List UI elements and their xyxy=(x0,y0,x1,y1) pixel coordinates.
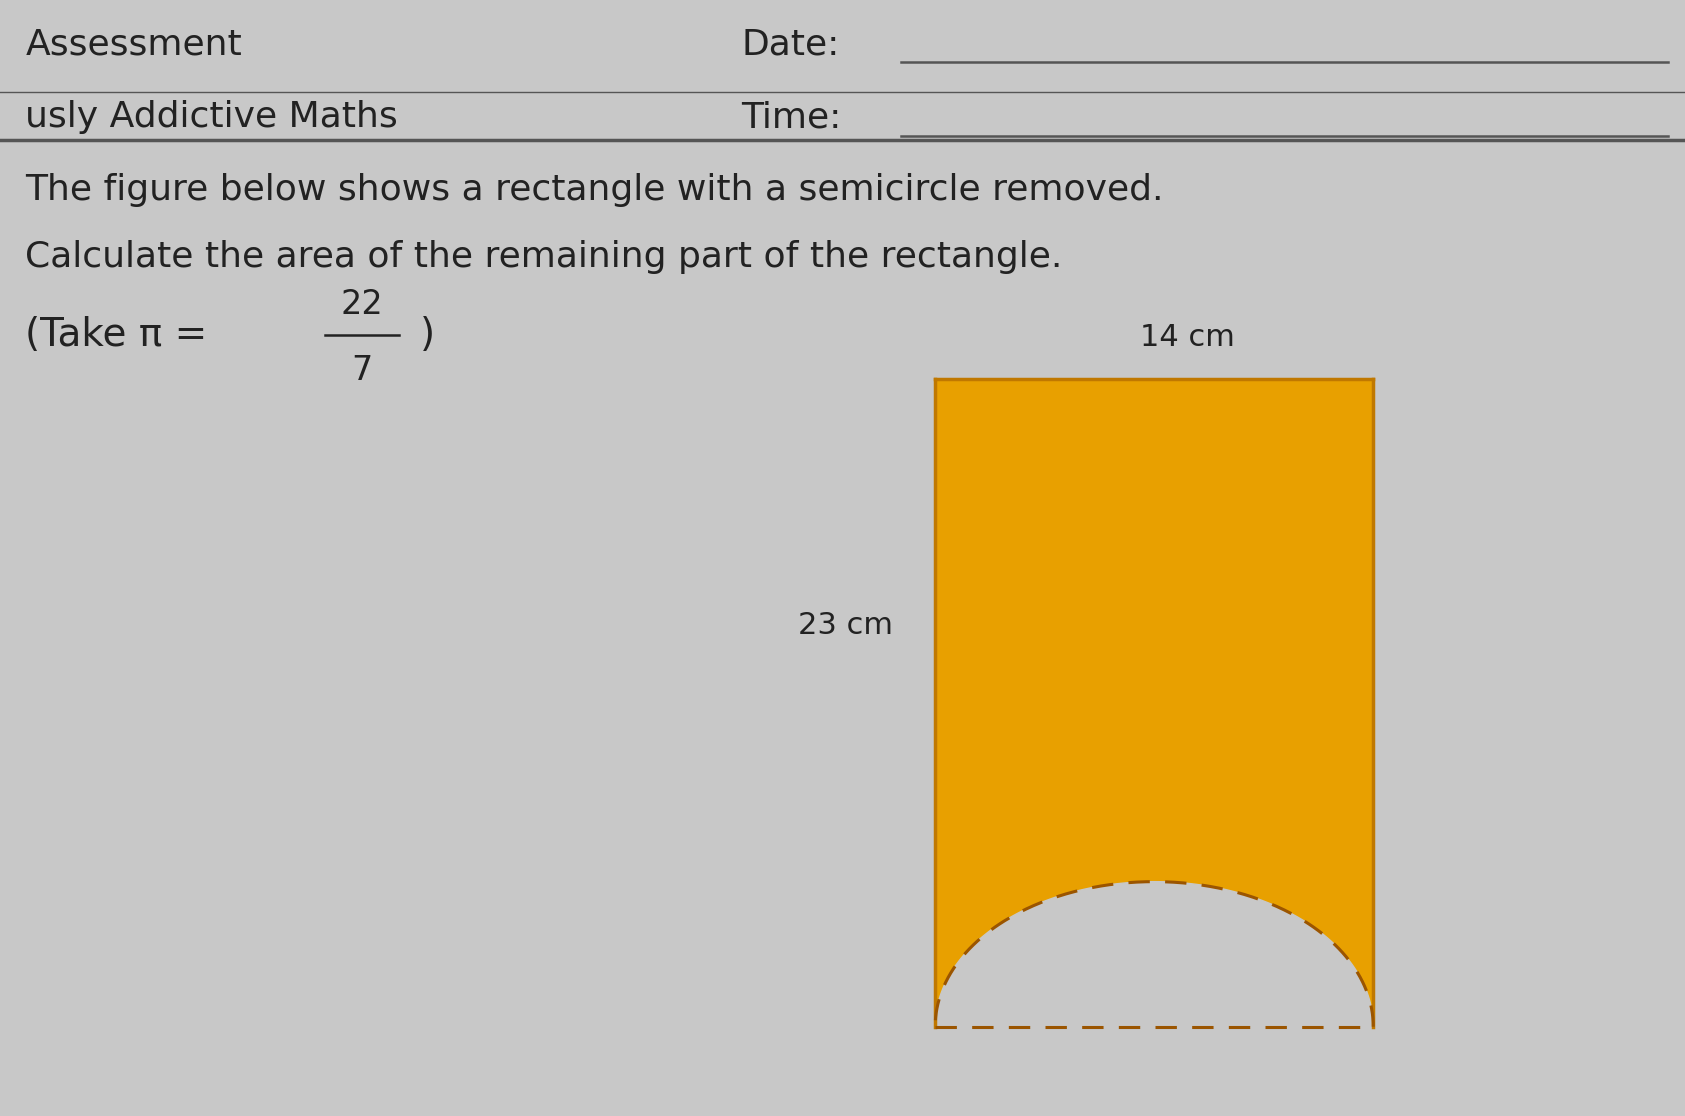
Text: The figure below shows a rectangle with a semicircle removed.: The figure below shows a rectangle with … xyxy=(25,173,1164,206)
Bar xyxy=(935,379,1373,1027)
Text: Calculate the area of the remaining part of the rectangle.: Calculate the area of the remaining part… xyxy=(25,240,1063,273)
Text: 14 cm: 14 cm xyxy=(1141,323,1235,352)
Text: ): ) xyxy=(420,316,435,354)
Text: 7: 7 xyxy=(352,354,372,387)
Text: Assessment: Assessment xyxy=(25,28,243,61)
Text: 22: 22 xyxy=(340,288,384,321)
Polygon shape xyxy=(935,882,1373,1027)
Text: Time:: Time: xyxy=(741,100,842,134)
Text: Date:: Date: xyxy=(741,28,839,61)
Text: 23 cm: 23 cm xyxy=(799,610,893,639)
Text: usly Addictive Maths: usly Addictive Maths xyxy=(25,100,398,134)
Text: (Take π =: (Take π = xyxy=(25,316,221,354)
